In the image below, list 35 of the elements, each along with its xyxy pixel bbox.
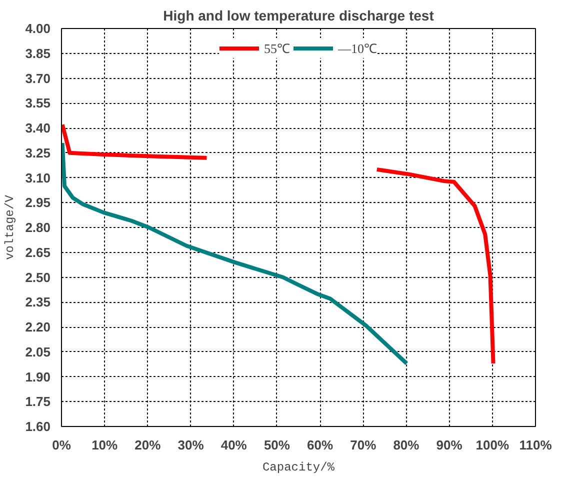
y-tick-label: 2.65 bbox=[25, 244, 51, 260]
x-tick-label: 90% bbox=[436, 438, 463, 452]
y-tick-label: 2.05 bbox=[25, 344, 51, 360]
x-tick-label: 70% bbox=[350, 438, 377, 452]
y-tick-label: 2.80 bbox=[25, 220, 51, 235]
chart-title: High and low temperature discharge test bbox=[163, 8, 434, 24]
x-tick-label: 50% bbox=[264, 438, 290, 452]
y-tick-label: 3.55 bbox=[25, 96, 51, 111]
y-tick-label: 2.95 bbox=[25, 195, 51, 210]
y-tick-label: 3.70 bbox=[25, 70, 51, 86]
legend-label: —10℃ bbox=[338, 40, 377, 57]
x-tick-label: 60% bbox=[307, 438, 334, 452]
line-series bbox=[62, 140, 409, 366]
y-tick-label: 1.60 bbox=[25, 419, 51, 434]
x-tick-label: 110% bbox=[519, 438, 552, 452]
x-tick-label: 10% bbox=[92, 438, 118, 452]
y-tick-label: 1.90 bbox=[25, 369, 51, 384]
y-tick-label: 2.20 bbox=[25, 320, 51, 334]
x-axis-title: Capacity/% bbox=[262, 460, 336, 474]
y-tick-label: 4.00 bbox=[25, 21, 51, 36]
x-tick-label: 30% bbox=[178, 438, 204, 452]
y-axis-title: voltage/V bbox=[3, 194, 18, 260]
x-tick-label: 20% bbox=[134, 438, 162, 452]
y-tick-label: 2.35 bbox=[25, 294, 51, 310]
y-tick-label: 1.75 bbox=[25, 394, 51, 410]
y-tick-label: 3.40 bbox=[25, 120, 51, 136]
legend-label: 55℃ bbox=[264, 40, 290, 57]
y-tick-label: 3.10 bbox=[25, 170, 51, 186]
y-tick-label: 3.85 bbox=[25, 46, 51, 61]
y-tick-label: 3.25 bbox=[25, 145, 51, 160]
x-tick-label: 40% bbox=[220, 438, 248, 452]
y-tick-label: 2.50 bbox=[25, 270, 51, 285]
x-tick-label: 80% bbox=[393, 438, 420, 452]
x-tick-label: 100% bbox=[476, 438, 510, 452]
x-tick-label: 0% bbox=[52, 438, 72, 452]
